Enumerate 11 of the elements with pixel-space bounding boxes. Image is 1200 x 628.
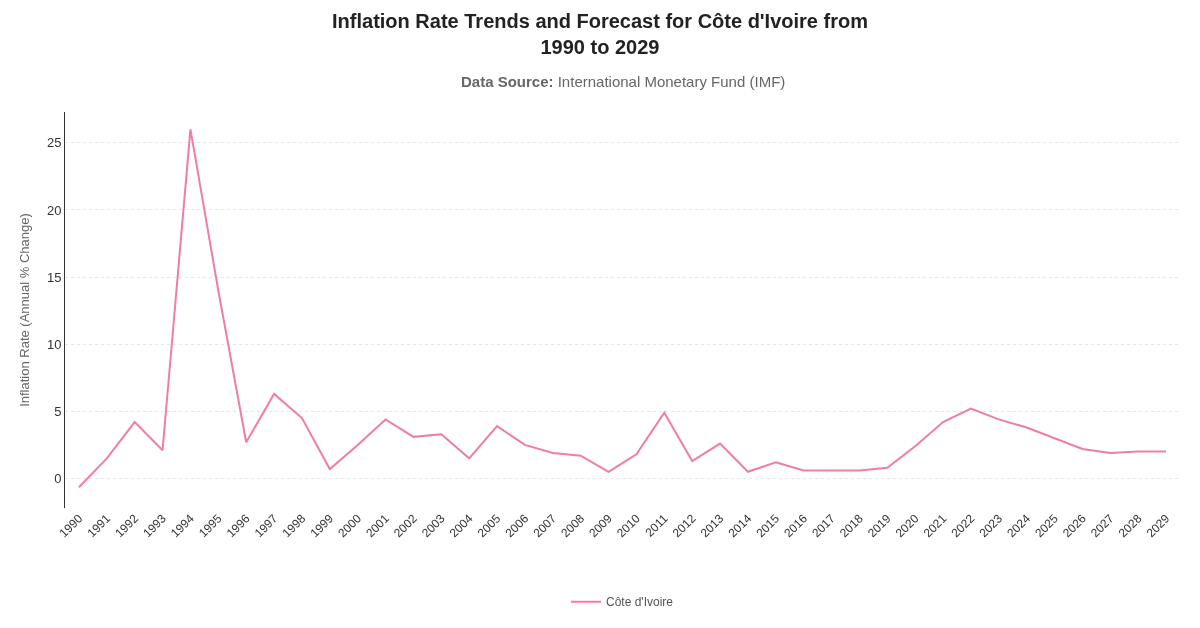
legend-label: Côte d'Ivoire	[606, 595, 674, 610]
y-tick-label: 10	[46, 336, 62, 352]
chart-subtitle: Data Source: International Monetary Fund (IMF)	[461, 73, 786, 90]
chart-title: Inflation Rate Trends and Forecast for Côte d'Ivoire from 1990 to 2029	[332, 10, 868, 59]
y-axis-title: Inflation Rate (Annual % Change)	[17, 213, 32, 407]
y-tick-label: 25	[46, 135, 62, 151]
y-tick-label: 5	[54, 403, 62, 419]
y-tick-label: 15	[46, 269, 62, 285]
line-series	[77, 128, 1168, 489]
y-tick-label: 20	[46, 202, 62, 218]
y-tick-label: 0	[54, 471, 62, 487]
